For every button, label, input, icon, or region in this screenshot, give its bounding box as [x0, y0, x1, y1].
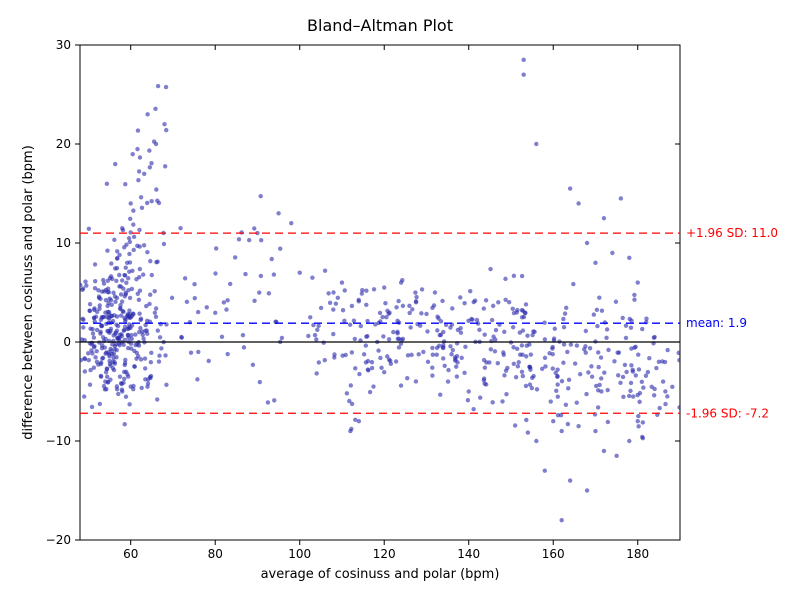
chart-svg: 60 80 100 120 140 160 180 −20 −10 0 10 20 30 mean: 1.…	[0, 0, 800, 600]
ytick-label: 20	[56, 137, 71, 151]
xtick-label: 120	[373, 547, 396, 561]
xtick-label: 160	[542, 547, 565, 561]
ytick-label: −20	[46, 533, 71, 547]
xtick-label: 140	[457, 547, 480, 561]
ref-line-label: -1.96 SD: -7.2	[686, 406, 769, 420]
xtick-label: 180	[626, 547, 649, 561]
chart-title: Bland–Altman Plot	[307, 16, 453, 35]
scatter-points	[78, 58, 682, 523]
x-axis-label: average of cosinuss and polar (bpm)	[261, 567, 500, 582]
y-axis-label: difference between cosinuss and polar (b…	[21, 145, 36, 440]
ref-line-label: mean: 1.9	[686, 316, 747, 330]
xtick-label: 100	[288, 547, 311, 561]
ytick-label: 0	[63, 335, 71, 349]
plot-frame	[80, 45, 680, 540]
ytick-label: 30	[56, 38, 71, 52]
ytick-label: −10	[46, 434, 71, 448]
xtick-label: 60	[123, 547, 138, 561]
bland-altman-chart: 60 80 100 120 140 160 180 −20 −10 0 10 20 30 mean: 1.…	[0, 0, 800, 600]
xtick-label: 80	[208, 547, 223, 561]
ytick-label: 10	[56, 236, 71, 250]
ref-line-label: +1.96 SD: 11.0	[686, 226, 778, 240]
